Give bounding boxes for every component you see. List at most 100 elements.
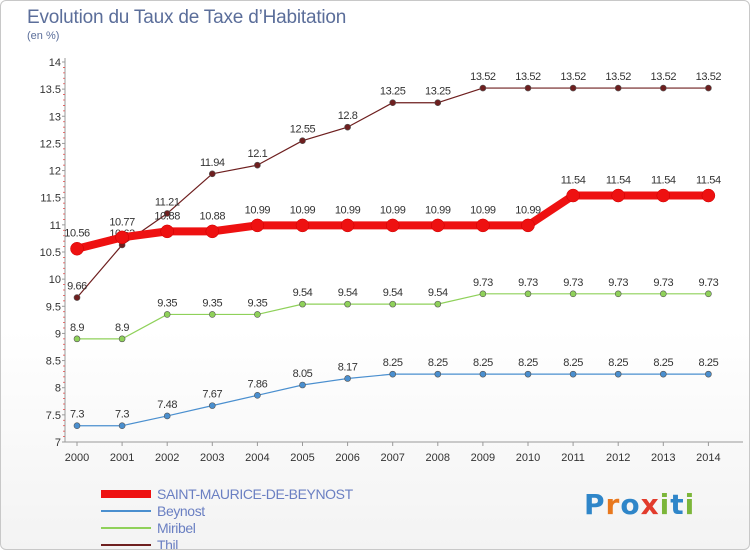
data-label: 8.25 — [473, 357, 493, 369]
data-label: 10.99 — [245, 204, 271, 216]
data-label: 10.99 — [335, 204, 361, 216]
data-label: 7.3 — [70, 409, 84, 421]
data-point — [254, 311, 261, 318]
data-point — [250, 218, 265, 233]
y-tick-label: 12.5 — [40, 138, 61, 150]
data-label: 9.73 — [698, 277, 718, 289]
x-tick-label: 2013 — [651, 452, 675, 464]
data-label: 11.54 — [696, 175, 721, 187]
data-label: 13.52 — [560, 71, 586, 83]
data-label: 9.54 — [383, 287, 403, 299]
data-point — [614, 370, 622, 378]
data-point — [205, 224, 220, 239]
data-point — [389, 370, 397, 378]
data-label: 9.73 — [608, 277, 628, 289]
legend-swatch — [101, 526, 151, 529]
data-point — [118, 335, 126, 343]
data-point — [163, 210, 171, 217]
x-tick-label: 2010 — [516, 452, 540, 464]
data-point — [434, 300, 442, 308]
x-tick-label: 2008 — [426, 452, 450, 464]
data-point — [434, 99, 442, 107]
data-point — [299, 381, 306, 389]
data-point — [524, 290, 532, 298]
data-label: 7.48 — [157, 399, 177, 411]
data-point — [340, 218, 355, 233]
data-point — [160, 224, 174, 239]
x-tick-label: 2003 — [200, 452, 224, 464]
data-label: 8.25 — [698, 357, 718, 369]
data-label: 9.66 — [67, 281, 87, 293]
data-point — [705, 290, 712, 298]
data-point — [73, 335, 81, 343]
data-label: 11.21 — [155, 196, 180, 208]
legend-item: Thil — [101, 536, 353, 550]
data-point — [254, 392, 261, 399]
data-label: 10.99 — [425, 204, 451, 216]
data-label: 10.99 — [515, 204, 541, 216]
y-tick-label: 8.5 — [46, 356, 61, 368]
data-label: 12.8 — [338, 110, 358, 122]
proxiti-logo: Proxiti — [584, 488, 695, 521]
chart-title: Evolution du Taux de Taxe d’Habitation — [27, 7, 347, 28]
data-point — [701, 188, 716, 203]
data-label: 12.1 — [247, 148, 267, 160]
logo-letter: P — [584, 488, 606, 521]
y-tick-label: 7 — [55, 437, 61, 449]
data-point — [434, 370, 442, 378]
data-label: 13.52 — [470, 71, 496, 83]
y-tick-label: 9.5 — [46, 301, 61, 313]
x-tick-label: 2002 — [155, 452, 179, 464]
data-label: 8.25 — [518, 357, 538, 369]
x-tick-label: 2007 — [380, 452, 404, 464]
data-label: 7.3 — [115, 409, 129, 421]
y-tick-label: 13.5 — [40, 84, 61, 96]
data-point — [344, 123, 351, 131]
data-point — [656, 188, 671, 203]
y-tick-label: 11.5 — [40, 193, 61, 205]
y-tick-label: 11 — [50, 220, 61, 232]
data-point — [569, 84, 577, 92]
data-label: 10.99 — [380, 204, 406, 216]
data-point — [524, 370, 532, 378]
data-point — [389, 300, 397, 308]
data-label: 8.17 — [338, 361, 358, 373]
y-tick-label: 14 — [49, 57, 61, 69]
data-label: 9.35 — [202, 297, 222, 309]
legend-swatch — [101, 509, 151, 512]
data-label: 9.73 — [518, 277, 538, 289]
data-label: 10.99 — [290, 204, 316, 216]
x-tick-label: 2012 — [606, 452, 630, 464]
data-label: 9.73 — [563, 277, 583, 289]
data-label: 11.54 — [606, 175, 631, 187]
data-point — [659, 84, 667, 92]
data-label: 11.94 — [200, 157, 225, 169]
logo-letter: i — [659, 488, 671, 521]
data-label: 13.52 — [651, 71, 677, 83]
data-label: 9.54 — [428, 287, 448, 299]
data-label: 13.52 — [696, 71, 722, 83]
data-point — [73, 294, 81, 301]
data-point — [295, 218, 310, 233]
data-point — [566, 188, 580, 203]
data-point — [254, 161, 261, 169]
x-tick-label: 2005 — [290, 452, 314, 464]
x-tick-label: 2000 — [65, 452, 89, 464]
logo-letter: o — [620, 488, 641, 521]
data-label: 9.54 — [293, 287, 313, 299]
data-point — [524, 84, 532, 92]
data-point — [385, 218, 400, 233]
data-point — [209, 402, 216, 409]
legend-swatch — [101, 489, 151, 498]
data-label: 8.05 — [293, 368, 313, 380]
y-tick-label: 8 — [55, 383, 61, 395]
data-point — [209, 170, 216, 178]
data-point — [344, 375, 351, 382]
data-point — [705, 84, 712, 92]
legend-label: Thil — [157, 536, 178, 550]
data-label: 8.25 — [653, 357, 673, 369]
legend-item: Miribel — [101, 519, 353, 536]
data-point — [479, 370, 487, 378]
x-tick-label: 2006 — [335, 452, 359, 464]
chart-subtitle: (en %) — [27, 30, 60, 42]
